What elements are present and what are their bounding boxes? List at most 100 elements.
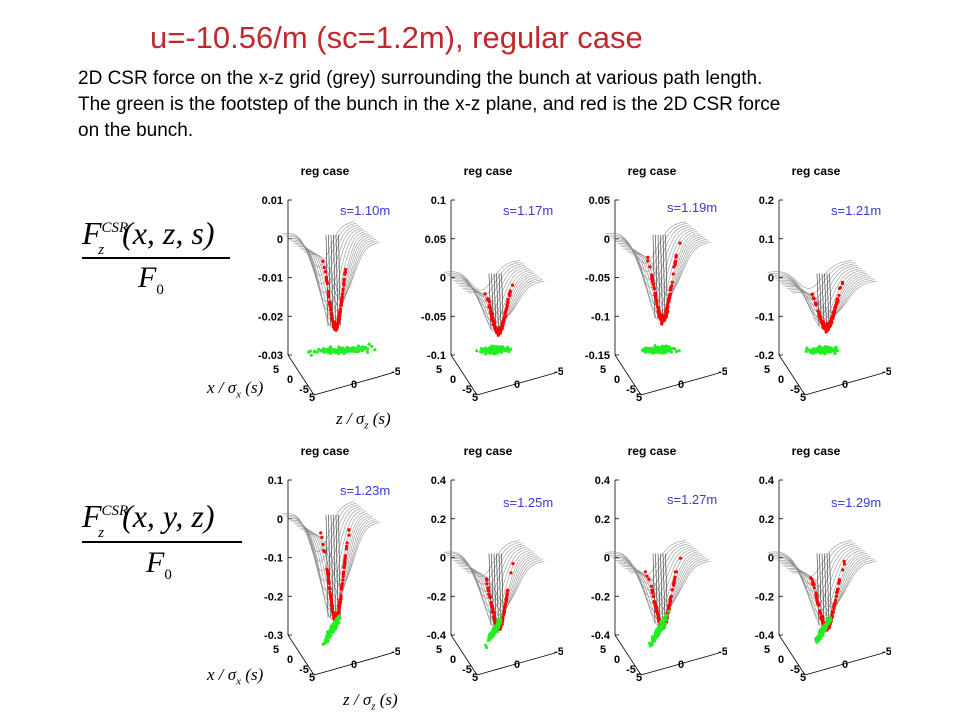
plot-title: reg case [792, 444, 841, 458]
footprint-point [667, 347, 671, 351]
footprint-point [819, 348, 824, 352]
footprint-point [503, 348, 507, 352]
force-point [486, 586, 490, 590]
y-tick-label: -0.2 [755, 591, 774, 603]
z-tick-label: 0 [351, 379, 357, 391]
bunch-footprint [475, 344, 513, 356]
footprint-point [663, 345, 667, 349]
footprint-point [488, 637, 492, 641]
grid-line-dark [652, 234, 656, 319]
grid-line [767, 260, 852, 289]
force-point [496, 331, 500, 335]
force-point [325, 279, 329, 283]
force-point [328, 301, 332, 305]
force-point [501, 616, 505, 620]
axis-name-sub: x [236, 675, 242, 688]
grid-line [449, 544, 526, 599]
y-tick-label: -0.2 [755, 350, 774, 362]
force-point [330, 313, 334, 317]
footprint-point [332, 622, 336, 626]
force-point [511, 562, 515, 566]
footprint-point [653, 350, 658, 354]
grid-line [288, 226, 361, 294]
force-point [833, 598, 838, 602]
y-tick-label: -0.01 [258, 273, 283, 285]
x-tick-label: -5 [626, 664, 636, 676]
bunch-footprint [484, 613, 503, 650]
footprint-point [315, 350, 319, 354]
footprint-point [496, 619, 500, 623]
force-point [337, 317, 341, 321]
force-point [811, 292, 815, 296]
footprint-point [324, 638, 328, 642]
grid-surface [605, 221, 711, 321]
grid-line [443, 260, 520, 291]
force-point [656, 305, 660, 309]
force-point [645, 574, 649, 578]
force-point [666, 607, 670, 611]
footprint-point [489, 631, 493, 635]
footprint-point [500, 346, 505, 350]
z-tick-label: 0 [351, 659, 357, 671]
force-point [838, 286, 842, 290]
grid-line-dark [652, 553, 656, 624]
force-point [505, 591, 509, 596]
footprint-point [650, 347, 654, 351]
force-point [673, 578, 677, 582]
force-point [812, 582, 816, 586]
force-point [322, 549, 326, 553]
force-point [833, 309, 837, 313]
force-point [509, 571, 513, 575]
y-tick-label: 0.01 [262, 195, 283, 207]
x-tick-label: -5 [790, 384, 800, 396]
footprint-point [335, 623, 339, 627]
y-tick-label: -0.4 [591, 630, 611, 642]
footprint-point [831, 349, 835, 353]
footprint-point [828, 619, 832, 623]
force-point [814, 593, 818, 597]
force-point [670, 588, 674, 592]
footprint-point [814, 637, 818, 641]
x-axis-line [287, 634, 315, 676]
grid-line [613, 546, 694, 605]
grid-line-dark [826, 553, 830, 626]
force-point [837, 579, 842, 583]
force-point [841, 568, 845, 572]
x-tick-label: 0 [778, 374, 784, 386]
path-length-annotation: s=1.19m [667, 200, 717, 215]
plot-title: reg case [628, 444, 677, 458]
csr-plot: reg case 0.05 0 -0.05 -0.1 -0.15 5 0 -5 5 0 -5 s=1.1… [567, 160, 728, 410]
force-point [321, 542, 325, 547]
axis-name-arg: (s) [245, 378, 264, 397]
force-point [485, 577, 489, 581]
footprint-point [816, 634, 821, 638]
force-point [487, 304, 492, 308]
grid-line-dark [826, 273, 830, 326]
force-point [812, 297, 816, 301]
force-point [646, 259, 650, 263]
force-point [502, 610, 506, 614]
force-point [650, 276, 654, 280]
footprint-point [361, 345, 365, 349]
force-point [810, 577, 814, 581]
axis-name-sub: z [364, 419, 369, 432]
plot-title: reg case [301, 444, 350, 458]
force-point [678, 241, 682, 245]
force-point [653, 292, 657, 296]
footprint-point [818, 351, 822, 355]
grid-line-dark [333, 234, 336, 326]
csr-plot: reg case 0.1 0 -0.1 -0.2 -0.3 5 0 -5 5 0 -5 s=1.23m [240, 440, 401, 690]
grid-line [622, 235, 703, 311]
bunch-footprint [814, 616, 833, 644]
force-point [842, 559, 846, 563]
force-point [491, 315, 495, 319]
x-tick-label: 0 [778, 654, 784, 666]
force-point [326, 292, 331, 296]
y-tick-label: 0 [604, 553, 610, 565]
z-tick-label: 0 [842, 379, 848, 391]
z-tick-label: 0 [842, 659, 848, 671]
force-point [829, 316, 833, 320]
force-point [323, 270, 327, 274]
